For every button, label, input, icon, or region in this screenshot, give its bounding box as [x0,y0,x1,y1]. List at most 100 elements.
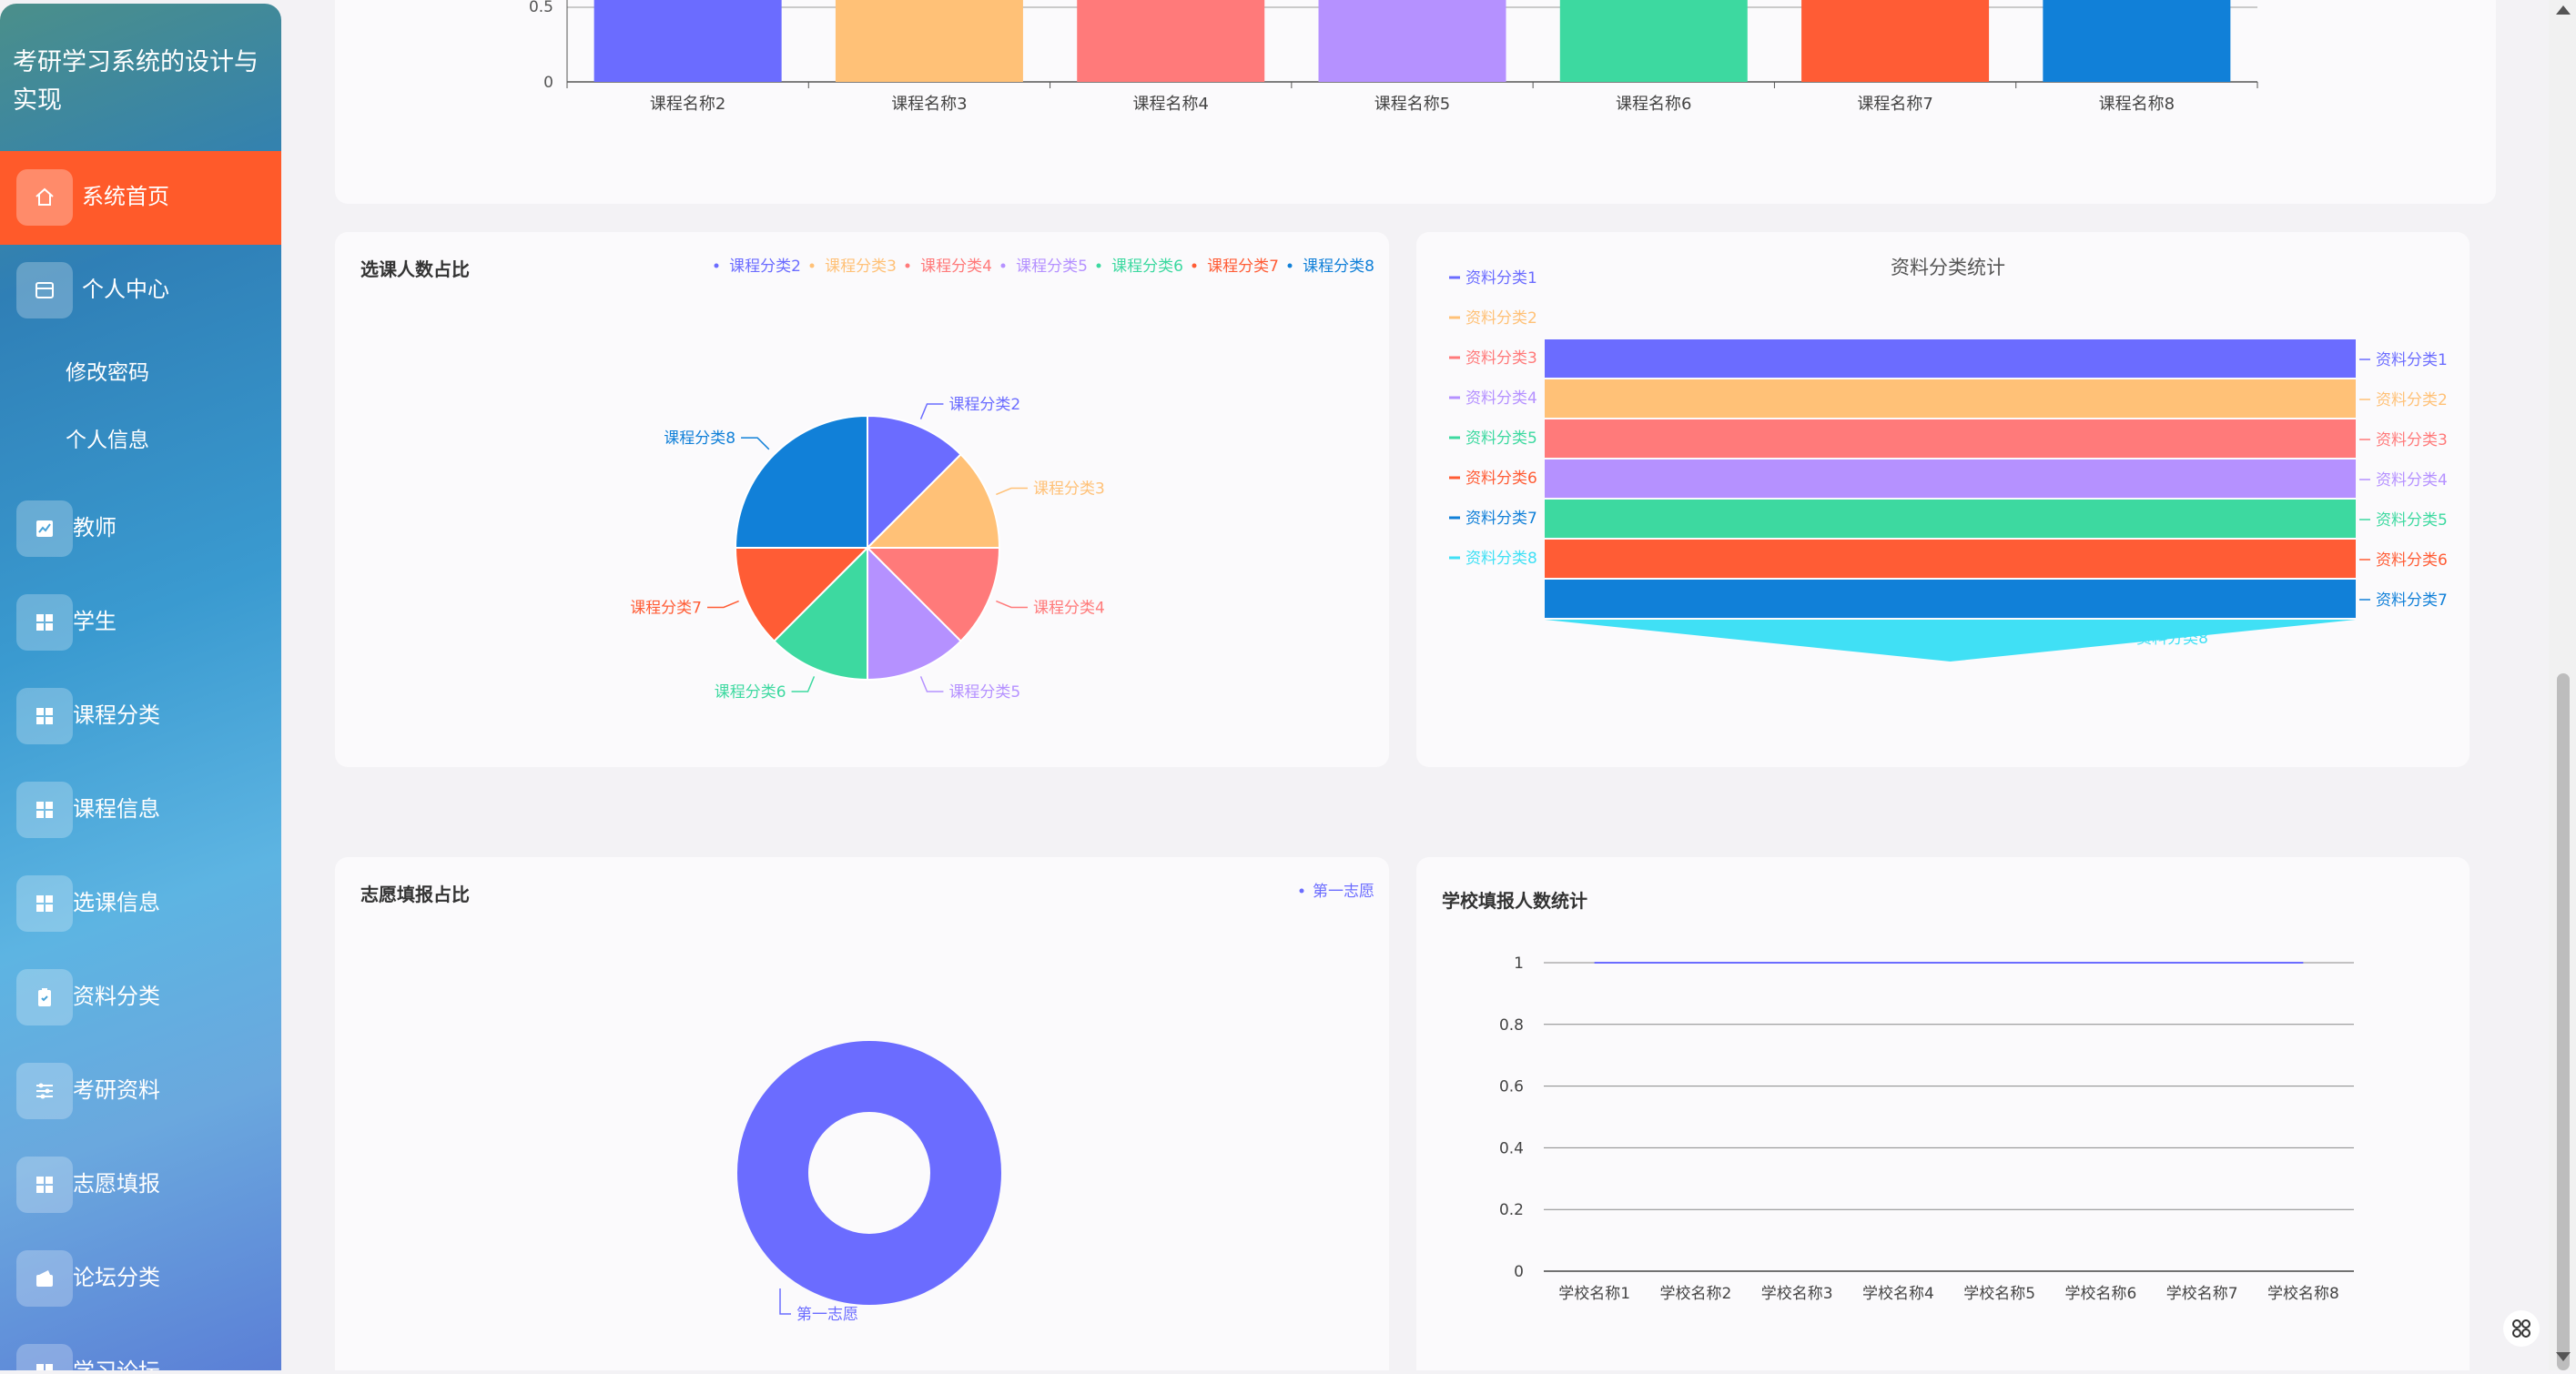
pie-slice-label: 课程分类4 [1033,599,1105,617]
sidebar-item-course-category[interactable]: 课程分类 [0,670,281,763]
x-tick-label: 学校名称5 [1963,1285,2035,1303]
grid-icon [16,1344,73,1370]
scroll-down-arrow-icon[interactable] [2556,1352,2571,1361]
bar [1559,0,1748,82]
sidebar-item-application[interactable]: 志愿填报 [0,1138,281,1232]
sidebar-item-label: 考研资料 [73,1077,160,1103]
sidebar-item-label: 个人中心 [82,277,169,302]
grid-icon [16,782,73,838]
legend-label: 资料分类4 [1465,389,1537,408]
sidebar-item-course-info[interactable]: 课程信息 [0,763,281,857]
bar [1801,0,1990,82]
profile-icon [16,262,73,318]
apps-icon [2512,1319,2530,1338]
donut-label: 第一志愿 [796,1306,858,1324]
bar [1077,0,1265,82]
funnel-segment [1545,339,2356,378]
funnel-label: 资料分类2 [2376,391,2448,409]
pie-slice-label: 课程分类8 [664,429,735,448]
pie-slice [734,547,870,642]
pie-slice [865,547,1001,642]
sliders-icon [16,1063,73,1119]
y-tick-label: 0.2 [1499,1201,1524,1219]
legend-label: 资料分类1 [1465,269,1537,288]
panel-title: 选课人数占比 [360,258,470,280]
pie-slice [867,414,962,551]
float-menu-button[interactable] [2503,1310,2540,1347]
pie-slice-label: 课程分类3 [1033,480,1105,499]
page-scrollbar[interactable] [2549,0,2576,1370]
x-tick-label: 学校名称1 [1558,1285,1630,1303]
pie-label-line [919,676,944,692]
legend-label: 资料分类6 [1465,470,1537,488]
sidebar: 考研学习系统的设计与实现 系统首页 个人中心 修改密码 个人信息 教师 学生 课… [0,4,281,1370]
funnel-segment [1545,419,2356,458]
x-tick-label: 课程名称3 [891,95,967,114]
funnel-label: 资料分类5 [2376,511,2448,530]
sidebar-subitem-change-password[interactable]: 修改密码 [66,361,149,385]
pie-label-line [996,487,1028,496]
pie-slice-label: 课程分类6 [715,683,786,702]
sidebar-item-label: 志愿填报 [73,1171,160,1197]
funnel-label: 资料分类1 [2376,351,2448,369]
y-tick-label: 0.4 [1499,1139,1524,1157]
legend-marker [1299,888,1304,894]
sidebar-item-profile[interactable]: 个人中心 [0,244,281,338]
grid-icon [16,688,73,744]
funnel-segment [1545,500,2356,538]
x-tick-label: 课程名称4 [1132,95,1208,114]
wallet-icon [16,1250,73,1307]
funnel-label: 资料分类7 [2376,591,2448,610]
pie-label-line [791,676,816,692]
grid-icon [16,875,73,932]
y-tick-label: 0.5 [529,0,553,16]
sidebar-item-student[interactable]: 学生 [0,576,281,670]
x-tick-label: 学校名称8 [2267,1285,2339,1303]
y-tick-label: 0.6 [1499,1078,1524,1096]
legend-marker [1192,263,1197,268]
scroll-up-arrow-icon[interactable] [2556,5,2571,15]
app-title: 考研学习系统的设计与实现 [13,48,259,115]
grid-icon [16,1157,73,1213]
sidebar-subitem-personal-info[interactable]: 个人信息 [66,429,149,452]
clipboard-icon [16,969,73,1025]
pie-label-line [919,403,944,419]
pie-slice-label: 课程分类7 [630,599,702,617]
panel-title: 志愿填报占比 [360,884,470,905]
y-tick-label: 0.8 [1499,1016,1524,1035]
x-tick-label: 课程名称7 [1857,95,1932,114]
grid-icon [16,594,73,651]
sidebar-item-label: 论坛分类 [73,1265,160,1290]
sidebar-item-exam-materials[interactable]: 考研资料 [0,1045,281,1138]
legend-marker [905,263,910,268]
sidebar-item-label: 学习论坛 [73,1355,160,1370]
chart-title: 资料分类统计 [1891,257,2005,278]
sidebar-item-study-forum[interactable]: 学习论坛 [0,1326,281,1370]
legend-label: 资料分类8 [1465,550,1537,568]
sidebar-item-selection-info[interactable]: 选课信息 [0,857,281,951]
legend-label: 课程分类8 [1303,258,1374,276]
pie-slice-label: 课程分类2 [948,396,1020,414]
pie-slice [865,453,1001,549]
x-tick-label: 学校名称7 [2166,1285,2238,1303]
course-bar-chart-panel: 0.5 0 课程名称2 课程名称3 课程名称4 课程名称5 课程名称6 课程名称7 课程名称8 [335,0,2496,204]
legend-label: 资料分类5 [1465,429,1537,448]
sidebar-item-material-category[interactable]: 资料分类 [0,951,281,1045]
sidebar-item-teacher[interactable]: 教师 [0,482,281,576]
x-tick-label: 课程名称8 [2099,95,2175,114]
course-selection-pie-chart: 课程分类2 课程分类3 课程分类4 课程分类5 课程分类6 课程分类7 课程分类8 课程分类8… [630,258,1374,702]
sidebar-item-label: 课程信息 [73,796,160,822]
funnel-segment [1545,580,2356,618]
sidebar-item-home[interactable]: 系统首页 [0,151,281,245]
bar [835,0,1023,82]
funnel-label: 资料分类3 [2376,431,2448,450]
funnel-segment [1545,460,2356,498]
bar [2043,0,2231,82]
sidebar-item-forum-category[interactable]: 论坛分类 [0,1232,281,1326]
scroll-thumb[interactable] [2557,673,2570,1370]
legend-label: 课程分类3 [825,258,897,276]
legend-label: 资料分类2 [1465,309,1537,328]
pie-label-line [996,600,1028,609]
legend-label: 课程分类4 [920,258,992,276]
